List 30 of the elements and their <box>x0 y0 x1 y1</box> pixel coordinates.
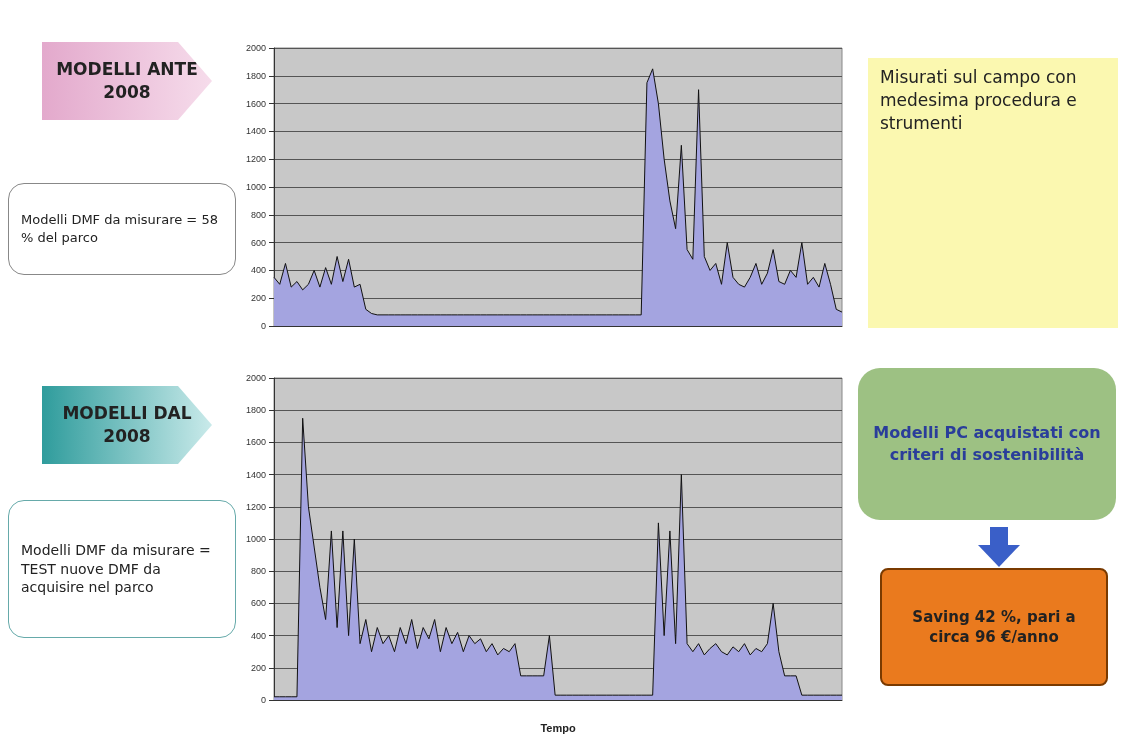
text: Modelli DMF da misurare = 58 % del parco <box>8 183 236 275</box>
x-axis-title: Tempo <box>540 721 576 734</box>
y-tick-label: 2000 <box>245 43 266 53</box>
y-tick-label: 600 <box>250 598 266 609</box>
text: Modelli PC acquistati con criteri di sostenibilità <box>858 368 1116 520</box>
y-tick-label: 200 <box>250 293 266 304</box>
text: MODELLI DAL 2008 <box>42 386 212 464</box>
y-tick-label: 1200 <box>245 154 266 165</box>
text: Misurati sul campo con medesima procedura e strumenti <box>868 58 1118 328</box>
y-tick-label: 1400 <box>245 469 266 480</box>
y-tick-label: 1000 <box>245 534 266 544</box>
text: Modelli DMF da misurare = TEST nuove DMF da acquisire nel parco <box>8 500 236 638</box>
y-tick-label: 1600 <box>245 437 266 448</box>
y-tick-label: 400 <box>250 265 266 276</box>
y-tick-label: 1800 <box>245 405 266 416</box>
y-tick-label: 1400 <box>245 126 266 137</box>
y-tick-label: 600 <box>250 237 266 248</box>
y-tick-label: 1200 <box>245 501 266 512</box>
y-tick-label: 800 <box>250 566 266 577</box>
y-tick-label: 0 <box>260 695 266 705</box>
y-tick-label: 1600 <box>245 98 266 109</box>
y-tick-label: 1000 <box>245 182 266 192</box>
y-tick-label: 1800 <box>245 70 266 81</box>
y-tick-label: 2000 <box>245 373 266 383</box>
y-tick-label: 400 <box>250 630 266 641</box>
y-tick-label: 800 <box>250 209 266 220</box>
text: MODELLI ANTE 2008 <box>42 42 212 120</box>
text: Saving 42 %, pari a circa 96 €/anno <box>880 568 1108 686</box>
y-tick-label: 200 <box>250 662 266 673</box>
y-tick-label: 0 <box>260 321 266 331</box>
